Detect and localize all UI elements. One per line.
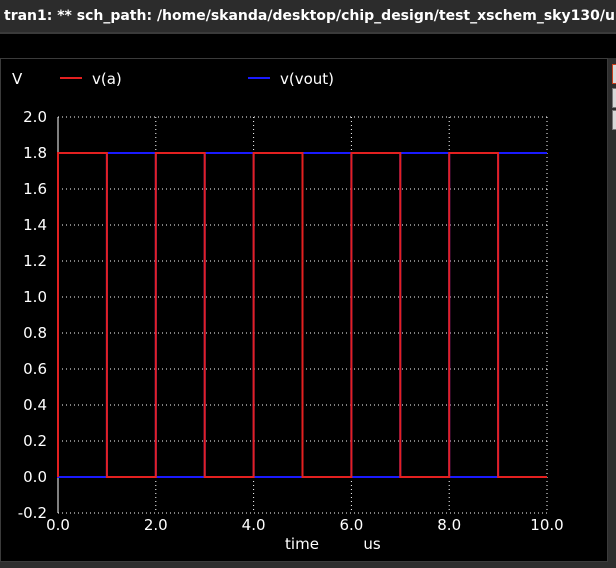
x-tick-label: 0.0 — [46, 516, 70, 534]
y-tick-label: 2.0 — [23, 108, 47, 126]
x-tick-label: 2.0 — [144, 516, 168, 534]
bottom-bar — [0, 562, 616, 568]
y-tick-label: 0.8 — [23, 324, 47, 342]
side-toggle-button-1[interactable] — [612, 64, 616, 84]
side-toggle-button-3[interactable] — [612, 110, 616, 130]
side-toggle-button-2[interactable] — [612, 88, 616, 108]
y-tick-label: -0.2 — [18, 504, 47, 522]
x-tick-label: 8.0 — [437, 516, 461, 534]
side-panel — [608, 58, 616, 568]
x-axis-label: time — [285, 535, 319, 553]
x-axis-unit: us — [363, 535, 381, 553]
legend-label: v(vout) — [280, 70, 334, 88]
series-line-va — [57, 152, 547, 478]
y-tick-label: 0.6 — [23, 360, 47, 378]
y-tick-label: 1.0 — [23, 288, 47, 306]
y-tick-label: 1.2 — [23, 252, 47, 270]
window-titlebar[interactable]: tran1: ** sch_path: /home/skanda/desktop… — [0, 0, 616, 32]
y-tick-label: 0.0 — [23, 468, 47, 486]
titlebar-divider — [0, 32, 616, 34]
y-tick-label: 1.6 — [23, 180, 47, 198]
x-tick-label: 10.0 — [530, 516, 563, 534]
x-tick-label: 6.0 — [339, 516, 363, 534]
window-title: tran1: ** sch_path: /home/skanda/desktop… — [4, 8, 616, 24]
y-tick-label: 1.8 — [23, 144, 47, 162]
y-tick-label: 0.2 — [23, 432, 47, 450]
series-lines — [57, 152, 547, 478]
y-axis-label: V — [12, 70, 23, 88]
y-tick-label: 0.4 — [23, 396, 47, 414]
legend-label: v(a) — [92, 70, 122, 88]
tick-labels: 0.0 2.0 4.0 6.0 8.0 10.0 2.0 1.8 1.6 1.4 1.2 1.0 0.8… — [18, 108, 564, 534]
plot-frame — [0, 58, 608, 562]
y-tick-label: 1.4 — [23, 216, 47, 234]
x-tick-label: 4.0 — [242, 516, 266, 534]
legend: v(a) v(vout) — [60, 70, 334, 88]
